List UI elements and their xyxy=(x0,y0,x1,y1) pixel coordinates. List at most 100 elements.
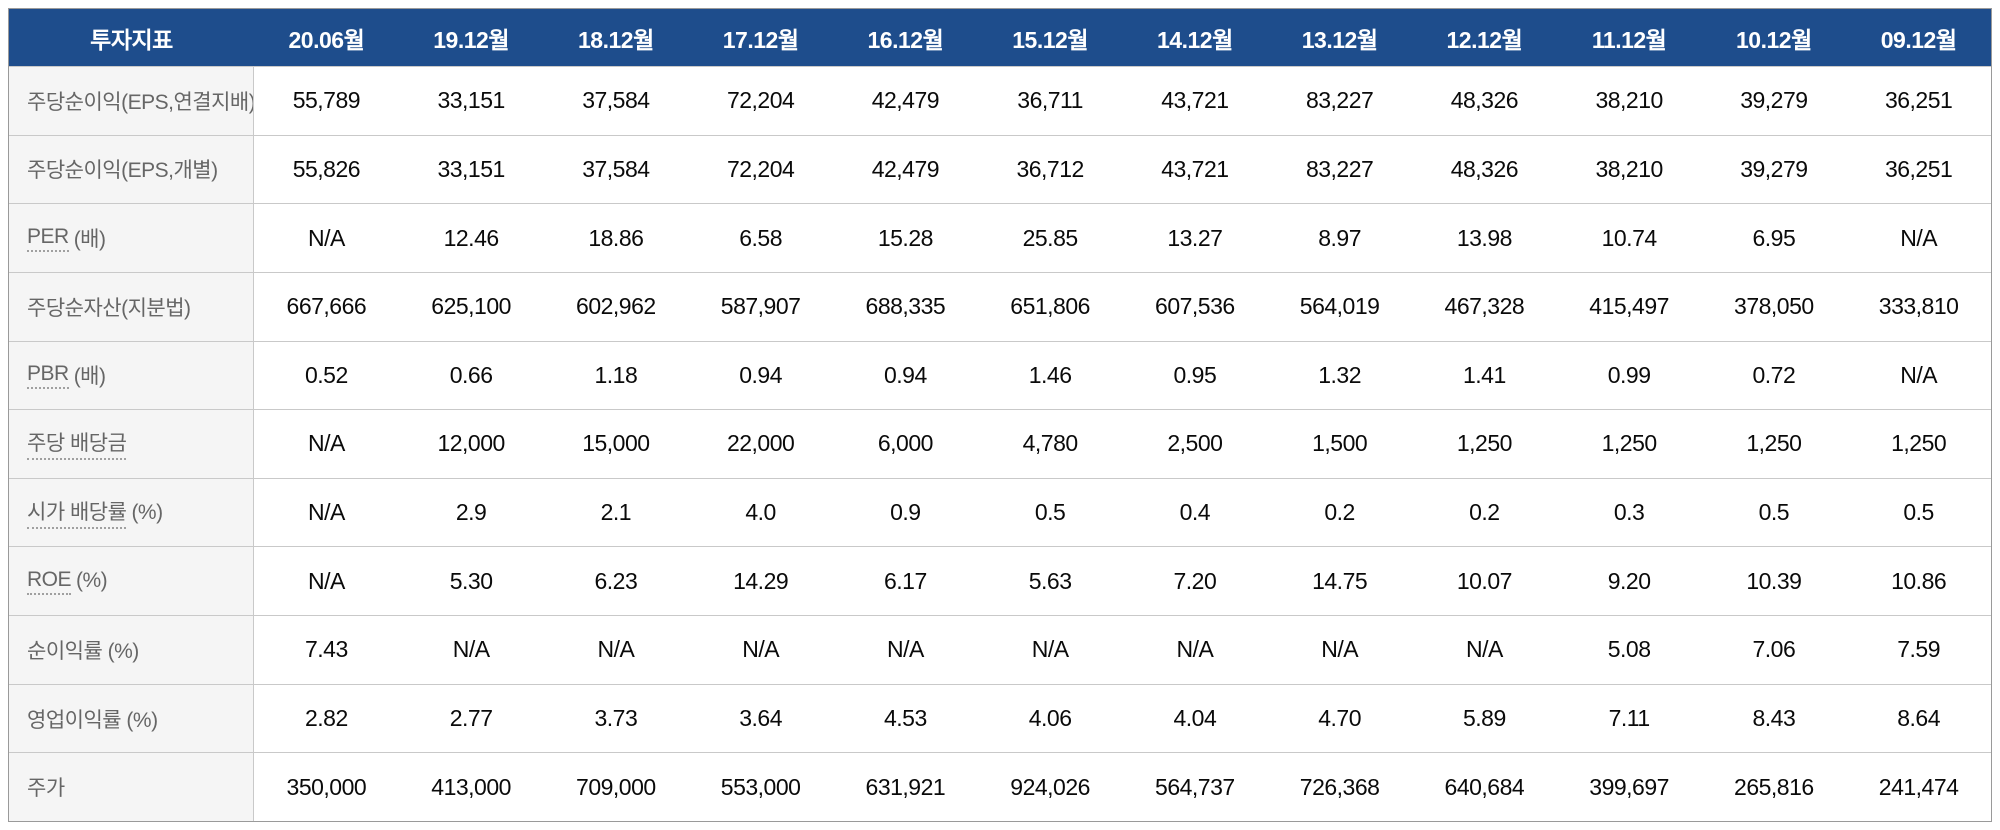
cell-eps-individual-19.12월: 33,151 xyxy=(398,134,544,204)
cell-stock-price-18.12월: 709,000 xyxy=(543,752,689,821)
label-text-stock-price: 주가 xyxy=(27,777,65,801)
cell-eps-consolidated-15.12월: 36,711 xyxy=(977,66,1123,135)
cell-bps-09.12월: 333,810 xyxy=(1846,271,1991,341)
tooltip-term-dps[interactable]: 주당 배당금 xyxy=(27,427,127,461)
cell-bps-13.12월: 564,019 xyxy=(1267,271,1412,341)
cell-roe-09.12월: 10.86 xyxy=(1846,546,1991,616)
cell-dividend-yield-15.12월: 0.5 xyxy=(977,477,1123,547)
cell-dividend-yield-13.12월: 0.2 xyxy=(1267,477,1412,547)
cell-dps-14.12월: 2,500 xyxy=(1122,409,1268,478)
cell-stock-price-12.12월: 640,684 xyxy=(1412,752,1557,821)
cell-dividend-yield-19.12월: 2.9 xyxy=(398,477,544,547)
tooltip-term-dividend-yield[interactable]: 시가 배당률 xyxy=(27,496,127,530)
cell-per-20.06월: N/A xyxy=(254,203,399,272)
cell-eps-consolidated-18.12월: 37,584 xyxy=(543,66,689,135)
cell-roe-13.12월: 14.75 xyxy=(1267,546,1412,616)
cell-eps-individual-17.12월: 72,204 xyxy=(688,134,833,204)
cell-roe-12.12월: 10.07 xyxy=(1412,546,1557,616)
tooltip-term-per[interactable]: PER xyxy=(27,225,69,252)
cell-dps-19.12월: 12,000 xyxy=(398,409,544,478)
cell-pbr-17.12월: 0.94 xyxy=(688,340,833,410)
cell-pbr-12.12월: 1.41 xyxy=(1412,340,1557,410)
label-suffix-pbr: (배) xyxy=(73,365,106,389)
cell-operating-margin-12.12월: 5.89 xyxy=(1412,683,1557,753)
cell-eps-individual-18.12월: 37,584 xyxy=(543,134,689,204)
cell-bps-12.12월: 467,328 xyxy=(1412,271,1557,341)
cell-operating-margin-13.12월: 4.70 xyxy=(1267,683,1412,753)
label-suffix-dividend-yield: (%) xyxy=(131,500,163,524)
row-label-pbr: PBR (배) xyxy=(9,340,254,410)
cell-pbr-13.12월: 1.32 xyxy=(1267,340,1412,410)
cell-stock-price-20.06월: 350,000 xyxy=(254,752,399,821)
cell-roe-11.12월: 9.20 xyxy=(1556,546,1702,616)
tooltip-term-pbr[interactable]: PBR xyxy=(27,362,69,389)
cell-net-margin-14.12월: N/A xyxy=(1122,615,1268,684)
column-header-18.12월: 18.12월 xyxy=(543,9,689,66)
cell-eps-individual-09.12월: 36,251 xyxy=(1846,134,1991,204)
cell-dps-13.12월: 1,500 xyxy=(1267,409,1412,478)
cell-roe-20.06월: N/A xyxy=(254,546,399,616)
tooltip-term-roe[interactable]: ROE xyxy=(27,568,72,595)
cell-bps-16.12월: 688,335 xyxy=(833,271,978,341)
cell-per-19.12월: 12.46 xyxy=(398,203,544,272)
cell-per-18.12월: 18.86 xyxy=(543,203,689,272)
cell-net-margin-09.12월: 7.59 xyxy=(1846,615,1991,684)
cell-dividend-yield-16.12월: 0.9 xyxy=(833,477,978,547)
cell-dps-11.12월: 1,250 xyxy=(1556,409,1702,478)
cell-pbr-20.06월: 0.52 xyxy=(254,340,399,410)
cell-dps-10.12월: 1,250 xyxy=(1701,409,1847,478)
cell-roe-19.12월: 5.30 xyxy=(398,546,544,616)
label-text-operating-margin: 영업이익률 (%) xyxy=(27,708,158,732)
cell-eps-consolidated-11.12월: 38,210 xyxy=(1556,66,1702,135)
cell-eps-individual-15.12월: 36,712 xyxy=(977,134,1123,204)
cell-pbr-14.12월: 0.95 xyxy=(1122,340,1268,410)
cell-eps-individual-12.12월: 48,326 xyxy=(1412,134,1557,204)
cell-bps-10.12월: 378,050 xyxy=(1701,271,1847,341)
cell-eps-consolidated-16.12월: 42,479 xyxy=(833,66,978,135)
cell-eps-consolidated-10.12월: 39,279 xyxy=(1701,66,1847,135)
cell-operating-margin-16.12월: 4.53 xyxy=(833,683,978,753)
cell-pbr-18.12월: 1.18 xyxy=(543,340,689,410)
cell-pbr-15.12월: 1.46 xyxy=(977,340,1123,410)
label-suffix-roe: (%) xyxy=(76,569,108,593)
cell-eps-individual-13.12월: 83,227 xyxy=(1267,134,1412,204)
cell-eps-consolidated-14.12월: 43,721 xyxy=(1122,66,1268,135)
cell-eps-individual-20.06월: 55,826 xyxy=(254,134,399,204)
column-header-17.12월: 17.12월 xyxy=(688,9,833,66)
cell-roe-16.12월: 6.17 xyxy=(833,546,978,616)
cell-operating-margin-18.12월: 3.73 xyxy=(543,683,689,753)
cell-eps-consolidated-19.12월: 33,151 xyxy=(398,66,544,135)
cell-per-14.12월: 13.27 xyxy=(1122,203,1268,272)
column-header-09.12월: 09.12월 xyxy=(1846,9,1991,66)
cell-dividend-yield-17.12월: 4.0 xyxy=(688,477,833,547)
cell-eps-individual-16.12월: 42,479 xyxy=(833,134,978,204)
cell-dps-12.12월: 1,250 xyxy=(1412,409,1557,478)
table-header-label: 투자지표 xyxy=(9,9,254,66)
cell-per-13.12월: 8.97 xyxy=(1267,203,1412,272)
cell-pbr-19.12월: 0.66 xyxy=(398,340,544,410)
label-text-bps: 주당순자산(지분법) xyxy=(27,296,191,320)
row-label-stock-price: 주가 xyxy=(9,752,254,821)
column-header-13.12월: 13.12월 xyxy=(1267,9,1412,66)
cell-roe-17.12월: 14.29 xyxy=(688,546,833,616)
row-label-per: PER (배) xyxy=(9,203,254,272)
row-label-dividend-yield: 시가 배당률 (%) xyxy=(9,477,254,547)
cell-dividend-yield-11.12월: 0.3 xyxy=(1556,477,1702,547)
row-label-roe: ROE (%) xyxy=(9,546,254,616)
cell-net-margin-19.12월: N/A xyxy=(398,615,544,684)
cell-stock-price-16.12월: 631,921 xyxy=(833,752,978,821)
cell-net-margin-11.12월: 5.08 xyxy=(1556,615,1702,684)
label-suffix-per: (배) xyxy=(73,228,106,252)
cell-stock-price-10.12월: 265,816 xyxy=(1701,752,1847,821)
row-label-operating-margin: 영업이익률 (%) xyxy=(9,683,254,753)
row-label-net-margin: 순이익률 (%) xyxy=(9,615,254,684)
cell-stock-price-13.12월: 726,368 xyxy=(1267,752,1412,821)
cell-stock-price-09.12월: 241,474 xyxy=(1846,752,1991,821)
cell-dividend-yield-14.12월: 0.4 xyxy=(1122,477,1268,547)
label-text-net-margin: 순이익률 (%) xyxy=(27,639,139,663)
cell-dividend-yield-10.12월: 0.5 xyxy=(1701,477,1847,547)
row-label-bps: 주당순자산(지분법) xyxy=(9,271,254,341)
cell-dps-20.06월: N/A xyxy=(254,409,399,478)
cell-stock-price-19.12월: 413,000 xyxy=(398,752,544,821)
column-header-12.12월: 12.12월 xyxy=(1412,9,1557,66)
